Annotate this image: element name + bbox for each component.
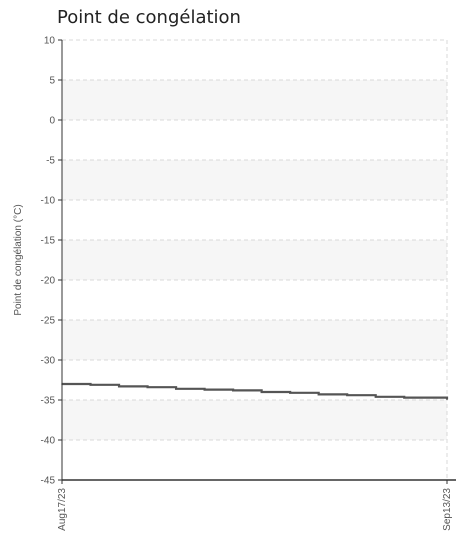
x-tick-label: Aug17/23 <box>57 488 68 531</box>
axes <box>61 40 456 481</box>
series-layer <box>61 382 449 401</box>
band <box>62 400 447 440</box>
y-tick-label: -45 <box>41 476 56 487</box>
y-tick-label: 5 <box>49 76 55 87</box>
data-point <box>260 391 263 393</box>
y-tick-label: 10 <box>44 36 56 47</box>
data-point <box>175 388 177 390</box>
y-tick-label: -40 <box>41 436 56 447</box>
data-point <box>146 386 149 389</box>
y-tick-label: -25 <box>41 316 56 327</box>
band <box>62 320 447 360</box>
y-tick-label: -35 <box>41 396 56 407</box>
data-point <box>118 385 120 388</box>
band <box>62 80 447 120</box>
data-point <box>346 394 348 397</box>
x-tick-label: Sep13/23 <box>442 488 453 531</box>
chart-title: Point de congélation <box>57 7 241 28</box>
data-point <box>317 393 320 396</box>
y-tick-label: -15 <box>41 236 56 247</box>
y-axis-label: Point de congélation (°C) <box>13 204 24 315</box>
y-tick-label: 0 <box>49 116 55 127</box>
band <box>62 240 447 280</box>
y-tick-label: -30 <box>41 356 56 367</box>
y-tick-label: -5 <box>46 156 55 167</box>
data-point <box>446 398 448 401</box>
y-tick-label: -10 <box>41 196 56 207</box>
x-tick-labels: Aug17/23 Sep13/23 <box>57 480 453 531</box>
data-point <box>403 396 406 399</box>
data-point <box>374 396 377 398</box>
data-point <box>232 389 234 392</box>
data-point <box>289 392 291 394</box>
data-point <box>203 388 206 391</box>
y-tick-labels: 10 5 0 -5 -10 -15 -20 -25 -30 -35 -40 -45 <box>41 36 62 487</box>
y-tick-label: -20 <box>41 276 56 287</box>
band <box>62 160 447 200</box>
data-point <box>89 384 92 386</box>
background-bands <box>62 80 447 440</box>
